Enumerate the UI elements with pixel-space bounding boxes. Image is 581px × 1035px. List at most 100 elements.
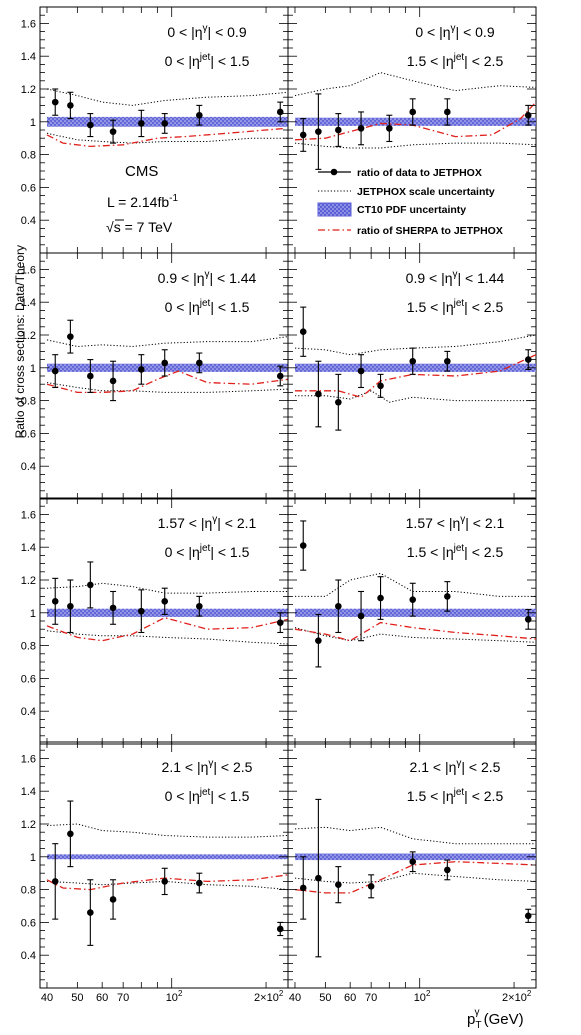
sherpa-ratio-line <box>294 861 537 894</box>
y-tick-label: 0.4 <box>21 461 36 473</box>
data-point <box>409 108 417 116</box>
x-tick-label: 70 <box>365 992 377 1004</box>
y-tick-label: 1.4 <box>21 297 36 309</box>
legend-data-label: ratio of data to JETPHOX <box>357 167 482 179</box>
data-point <box>138 366 145 373</box>
x-tick-label: 40 <box>41 992 53 1004</box>
y-tick-label: 0.6 <box>21 428 36 440</box>
y-tick-label: 0.6 <box>21 673 36 685</box>
data-point <box>196 359 203 367</box>
pdf-uncertainty-band <box>294 608 536 617</box>
scale-uncertainty-lower <box>294 142 537 149</box>
data-point <box>109 377 117 385</box>
data-point <box>377 382 384 390</box>
data-point <box>444 357 451 365</box>
panel-frame <box>287 497 537 745</box>
data-point <box>87 909 94 916</box>
x-tick-label: 102 <box>166 989 183 1004</box>
data-point <box>377 594 384 602</box>
y-tick-label: 0.6 <box>21 182 36 194</box>
data-point <box>335 881 342 888</box>
scale-uncertainty-lower <box>294 872 537 884</box>
y-tick-label: 1.4 <box>21 542 36 554</box>
data-point <box>315 390 322 398</box>
panel-4: 0.9 < |ηγ| < 1.44 1.5 < |ηjet| < 2.5 <box>287 252 537 500</box>
panel-8: 2.1 < |ηγ| < 2.5 1.5 < |ηjet| < 2.5 <box>287 741 537 989</box>
y-tick-label: 0.6 <box>21 917 36 929</box>
lumi-label: L = 2.14fb-1 <box>107 193 178 210</box>
data-point <box>315 128 322 135</box>
panel-frame <box>39 6 289 254</box>
pdf-uncertainty-band <box>46 608 288 617</box>
region-label-gamma: 0.9 < |ηγ| < 1.44 <box>158 269 257 286</box>
scale-uncertainty-upper <box>46 823 289 838</box>
panel-6: 1.57 < |ηγ| < 2.1 1.5 < |ηjet| < 2.5 <box>287 497 537 745</box>
y-tick-label: 1.6 <box>21 509 36 521</box>
y-tick-label: 1.4 <box>21 786 36 798</box>
data-point <box>409 596 417 603</box>
y-tick-label: 0.4 <box>21 215 36 227</box>
region-label-jet: 0 < |ηjet| < 1.5 <box>165 52 250 69</box>
scale-uncertainty-upper <box>294 334 537 356</box>
scale-uncertainty-upper <box>294 826 536 845</box>
region-label-jet: 1.5 < |ηjet| < 2.5 <box>407 787 504 804</box>
data-point <box>335 126 342 134</box>
data-point <box>524 616 532 623</box>
data-point <box>161 120 169 127</box>
scale-uncertainty-lower <box>46 630 289 645</box>
panel-7: 0.4 0.6 0.8 1 1.2 1.4 1.6 2.1 < |ηγ| < 2.5 0 < |… <box>21 741 289 989</box>
lumi-sup: -1 <box>169 193 178 204</box>
data-point <box>67 333 74 340</box>
y-tick-label: 0.8 <box>21 641 36 653</box>
data-point <box>409 858 417 866</box>
x-axis-title-sup: γ <box>474 1007 479 1018</box>
panel-frame <box>39 741 289 989</box>
x-tick-label: 102 <box>414 989 431 1004</box>
data-point <box>196 602 203 610</box>
panel-5: 0.4 0.6 0.8 1 1.2 1.4 1.6 1.57 < |ηγ| < 2.1 0 < … <box>21 497 289 745</box>
sherpa-ratio-line <box>295 354 537 399</box>
x-tick-label: 70 <box>117 992 129 1004</box>
y-tick-label: 1.2 <box>21 819 36 831</box>
region-label-jet: 1.5 < |ηjet| < 2.5 <box>407 298 504 315</box>
scale-uncertainty-lower <box>46 382 289 393</box>
x-tick-label: 2×102 <box>254 989 284 1004</box>
panel-1: 0.4 0.6 0.8 1 1.2 1.4 1.6 0 < |ηγ| < 0.9 0 < |ηj… <box>21 6 289 254</box>
x-tick-label: 40 <box>289 992 301 1004</box>
region-label-gamma: 0.9 < |ηγ| < 1.44 <box>406 269 505 286</box>
data-point <box>161 878 169 885</box>
data-point <box>276 619 284 626</box>
x-axis-title-sub: T <box>475 1020 481 1030</box>
y-tick-label: 1.2 <box>21 84 36 96</box>
panel-3: 0.4 0.6 0.8 1 1.2 1.4 1.6 0.9 < |ηγ| < 1.44 0 < … <box>21 252 289 500</box>
scale-uncertainty-upper <box>46 582 288 594</box>
data-point <box>524 356 532 363</box>
data-point <box>276 925 284 933</box>
data-point <box>51 598 59 605</box>
data-point <box>87 581 94 589</box>
region-label-gamma: 2.1 < |ηγ| < 2.5 <box>162 758 253 775</box>
y-tick-label: 1 <box>30 363 36 375</box>
data-point <box>276 372 284 380</box>
x-tick-labels: 40 50 60 70 102 2×102 40 50 60 70 102 2×102 <box>41 989 532 1004</box>
data-point <box>357 612 365 620</box>
data-point <box>299 328 307 336</box>
panel-frame <box>287 252 537 500</box>
data-point <box>138 607 145 615</box>
data-point <box>386 125 393 132</box>
pdf-uncertainty-band <box>294 363 536 372</box>
y-tick-label: 0.8 <box>21 396 36 408</box>
scale-uncertainty-upper <box>46 336 289 348</box>
legend-sherpa-label: ratio of SHERPA to JETPHOX <box>357 225 503 237</box>
y-tick-label: 0.8 <box>21 885 36 897</box>
data-point <box>109 896 117 903</box>
panel-frame <box>39 497 289 745</box>
x-tick-label: 50 <box>319 992 331 1004</box>
x-axis-title-main: p <box>467 1011 475 1028</box>
x-tick-label: 2×102 <box>502 989 532 1004</box>
legend-pdf-label: CT10 PDF uncertainty <box>357 204 466 216</box>
scale-uncertainty-upper <box>295 572 536 597</box>
y-tick-label: 0.4 <box>21 950 36 962</box>
data-point <box>67 830 74 838</box>
